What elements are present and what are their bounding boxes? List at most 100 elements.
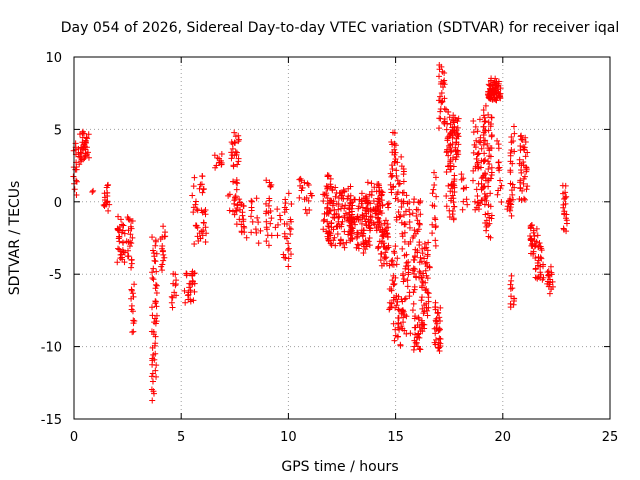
data-point <box>445 163 452 170</box>
data-point <box>337 240 344 247</box>
data-point <box>402 295 409 302</box>
data-point <box>339 203 346 210</box>
data-point <box>510 196 517 203</box>
data-point <box>332 193 339 200</box>
data-point <box>484 140 491 147</box>
data-point <box>125 238 132 245</box>
data-point <box>83 151 90 158</box>
data-point <box>532 266 539 273</box>
data-point <box>482 211 489 218</box>
data-point <box>150 351 157 358</box>
data-point <box>493 89 500 96</box>
y-tick-label: -15 <box>41 413 62 428</box>
data-point <box>298 187 305 194</box>
data-point <box>351 216 358 223</box>
data-point <box>443 169 450 176</box>
data-point <box>388 139 395 146</box>
data-point <box>511 298 518 305</box>
data-point <box>416 334 423 341</box>
data-point <box>347 236 354 243</box>
data-point <box>517 147 524 154</box>
data-point <box>233 151 240 158</box>
data-point <box>374 219 381 226</box>
data-point <box>507 152 514 159</box>
data-point <box>232 193 239 200</box>
data-point <box>200 186 207 193</box>
data-point <box>190 209 197 216</box>
data-point <box>546 290 553 297</box>
data-point <box>415 206 422 213</box>
data-point <box>129 308 136 315</box>
data-point <box>488 215 495 222</box>
data-point <box>386 306 393 313</box>
data-point <box>339 192 346 199</box>
data-point <box>479 185 486 192</box>
data-point <box>216 159 223 166</box>
data-point <box>360 241 367 248</box>
data-point <box>378 262 385 269</box>
data-point <box>540 263 547 270</box>
data-point <box>544 280 551 287</box>
data-point <box>545 272 552 279</box>
data-point <box>360 250 367 257</box>
data-point <box>406 219 413 226</box>
data-point <box>117 216 124 223</box>
data-point <box>129 234 136 241</box>
data-point <box>359 211 366 218</box>
data-point <box>437 105 444 112</box>
data-point <box>485 177 492 184</box>
data-point <box>288 201 295 207</box>
data-point <box>286 225 293 232</box>
data-point <box>507 304 514 311</box>
data-point <box>485 95 492 102</box>
data-point <box>153 303 160 310</box>
data-point <box>393 296 400 303</box>
data-point <box>478 145 485 152</box>
data-point <box>495 187 502 194</box>
data-point <box>253 229 260 236</box>
data-point <box>395 197 402 204</box>
data-point <box>411 315 418 322</box>
data-point <box>354 213 361 220</box>
data-point <box>406 293 413 300</box>
data-point <box>451 182 458 189</box>
data-point <box>476 116 483 123</box>
data-point <box>400 178 407 185</box>
data-point <box>447 188 454 195</box>
y-tick-label: 5 <box>54 123 62 138</box>
data-point <box>196 230 203 237</box>
y-tick-label: 10 <box>45 51 62 66</box>
data-point <box>263 218 270 225</box>
data-point <box>447 160 454 167</box>
data-point <box>472 123 479 130</box>
data-point <box>235 132 242 139</box>
data-point <box>394 177 401 184</box>
data-point <box>385 200 392 207</box>
data-point <box>387 181 394 188</box>
data-point <box>411 227 418 234</box>
data-point <box>386 299 393 306</box>
data-point <box>152 315 159 322</box>
data-point <box>399 325 406 332</box>
data-point <box>441 70 448 77</box>
data-point <box>212 164 219 171</box>
data-point <box>380 243 387 250</box>
data-point <box>562 182 569 189</box>
data-point <box>429 202 436 209</box>
data-point <box>342 202 349 209</box>
data-point <box>400 270 407 277</box>
data-point <box>418 274 425 281</box>
data-point <box>549 283 556 290</box>
data-point <box>495 159 502 166</box>
data-point <box>476 138 483 145</box>
data-point <box>305 197 312 204</box>
data-point <box>455 151 462 158</box>
data-point <box>299 184 306 191</box>
data-point <box>401 221 408 228</box>
data-point <box>391 337 398 344</box>
data-point <box>533 238 540 245</box>
data-point <box>484 192 491 199</box>
data-point <box>417 254 424 261</box>
data-point <box>263 177 270 184</box>
data-point <box>393 191 400 198</box>
